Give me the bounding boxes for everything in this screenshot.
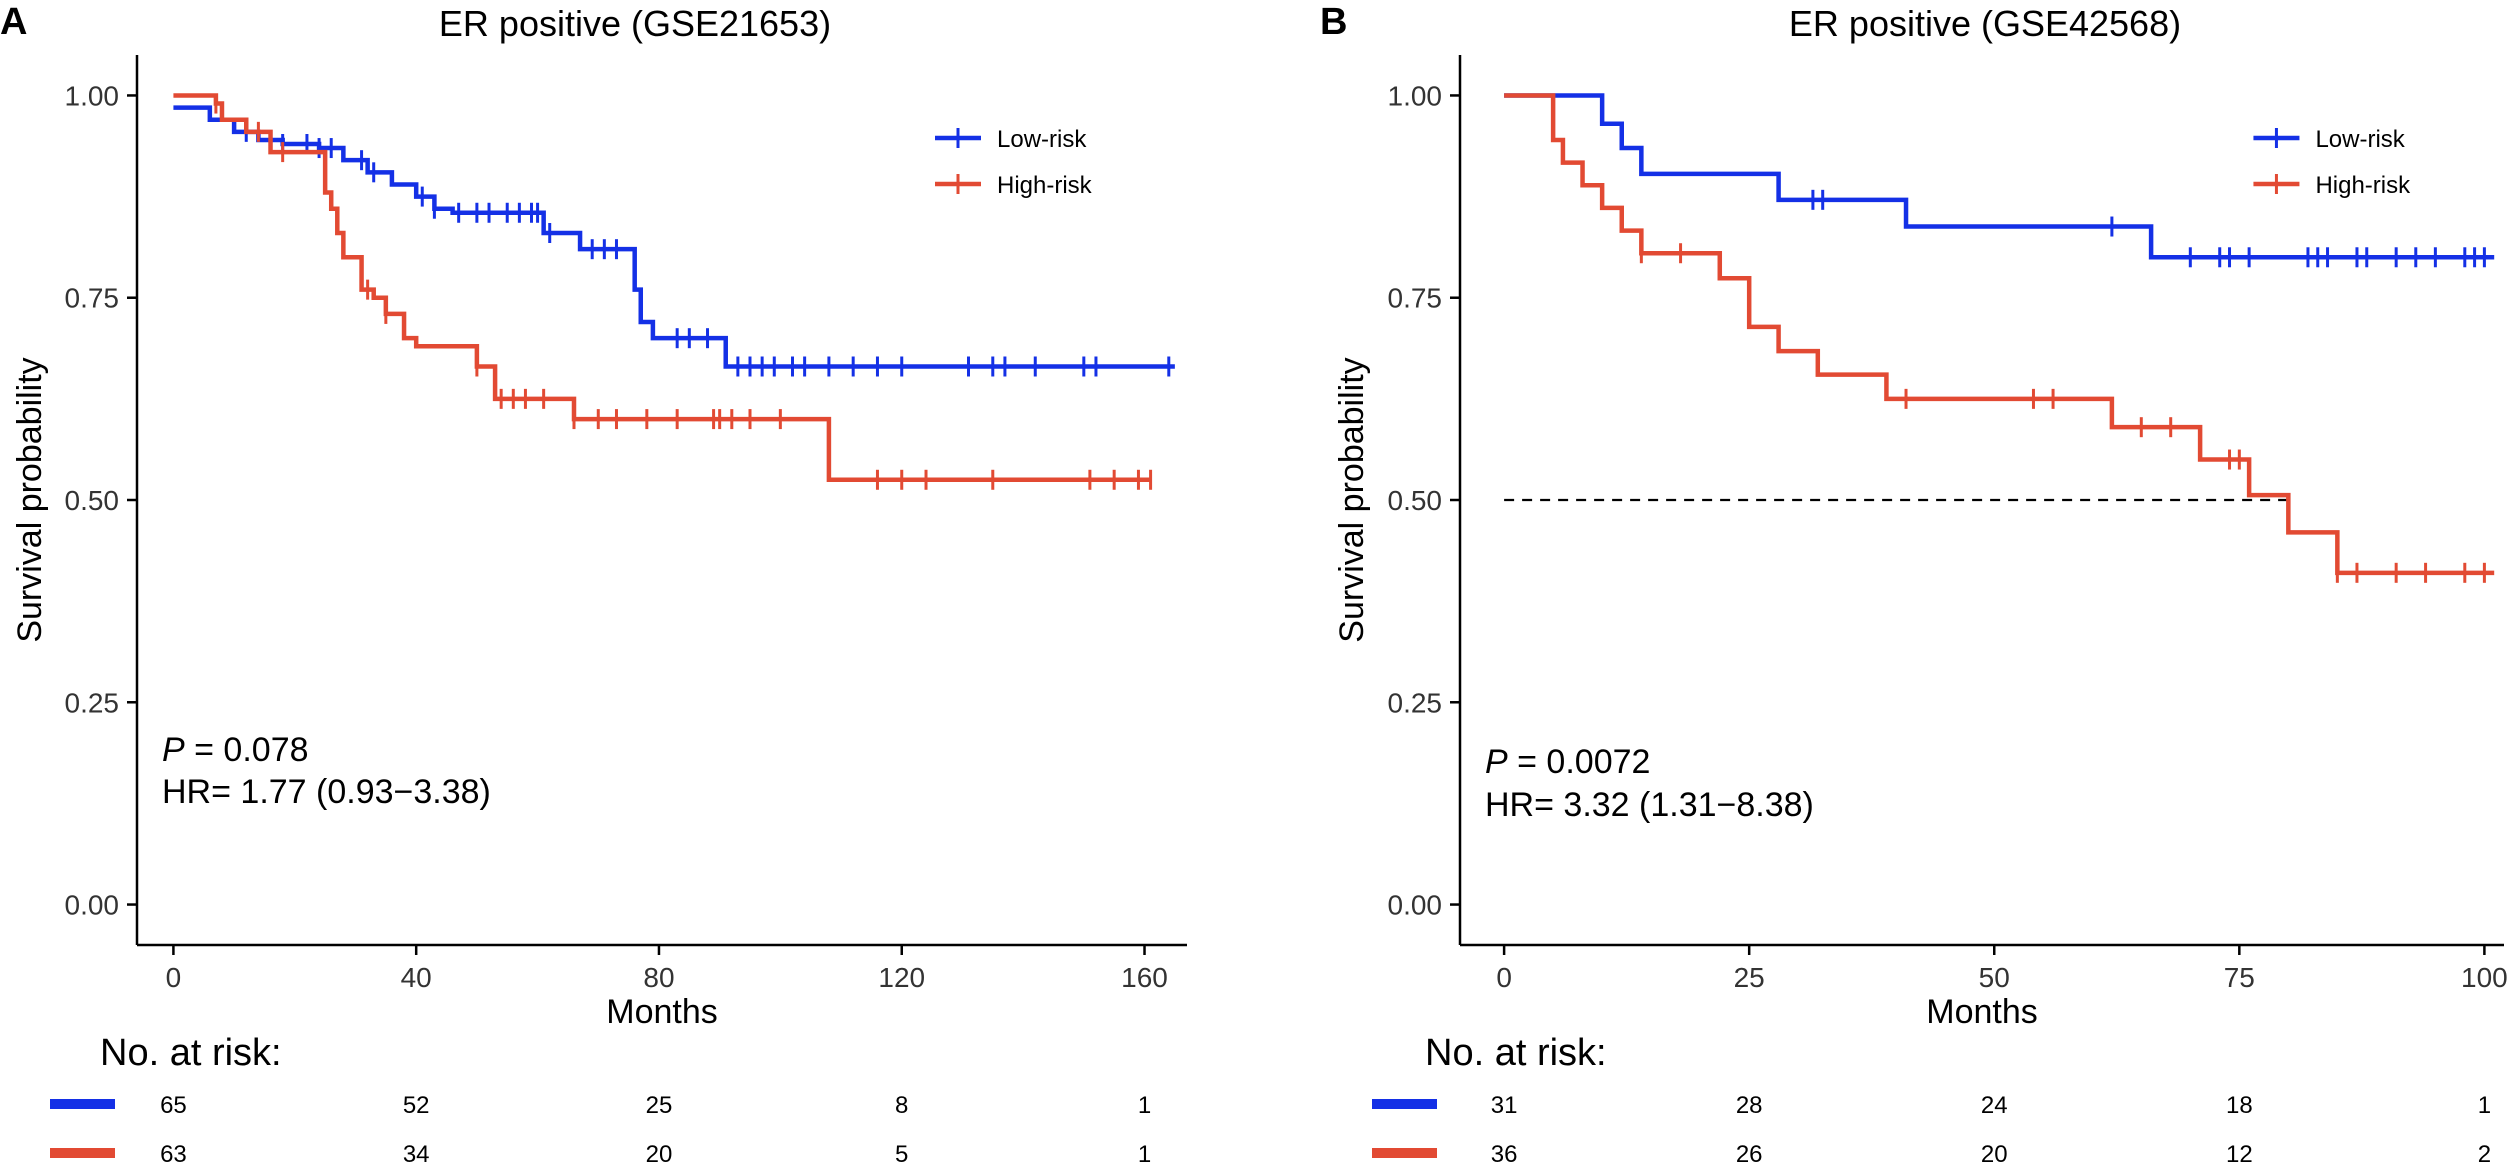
- legend-label: Low-risk: [2315, 126, 2405, 153]
- risk-count: 20: [1981, 1141, 2008, 1167]
- risk-count: 8: [895, 1092, 908, 1119]
- y-tick-label: 0.00: [65, 890, 120, 921]
- risk-count: 34: [403, 1141, 430, 1167]
- low-risk-survival-curve: [1504, 93, 2495, 260]
- risk-count: 1: [2478, 1092, 2491, 1119]
- p-value-annotation: P = 0.078: [162, 731, 309, 769]
- x-tick-label: 160: [1121, 962, 1168, 993]
- legend-label: High-risk: [997, 172, 1093, 199]
- risk-count: 36: [1491, 1141, 1518, 1167]
- y-tick-label: 0.00: [1388, 890, 1443, 921]
- x-tick-label: 25: [1734, 962, 1765, 993]
- y-axis-label: Survival probability: [11, 357, 49, 642]
- risk-count: 2: [2478, 1141, 2491, 1167]
- y-tick-label: 0.75: [1388, 283, 1443, 314]
- risk-count: 18: [2226, 1092, 2253, 1119]
- high-risk-survival-curve: [173, 93, 1151, 483]
- panel-label: A: [0, 1, 27, 43]
- risk-count: 12: [2226, 1141, 2253, 1167]
- risk-count: 26: [1736, 1141, 1763, 1167]
- high-risk-survival-curve: [1504, 93, 2495, 576]
- chart-title: ER positive (GSE21653): [439, 3, 831, 44]
- risk-count: 25: [646, 1092, 673, 1119]
- risk-count: 65: [160, 1092, 187, 1119]
- x-tick-label: 100: [2461, 962, 2508, 993]
- risk-count: 5: [895, 1141, 908, 1167]
- y-tick-label: 0.50: [1388, 485, 1443, 516]
- risk-count: 20: [646, 1141, 673, 1167]
- risk-count: 52: [403, 1092, 430, 1119]
- hazard-ratio-annotation: HR= 1.77 (0.93−3.38): [162, 773, 491, 811]
- x-tick-label: 75: [2224, 962, 2255, 993]
- y-tick-label: 1.00: [65, 80, 120, 111]
- x-tick-label: 120: [878, 962, 925, 993]
- p-value-text: = 0.078: [185, 731, 309, 769]
- y-tick-label: 1.00: [1388, 80, 1443, 111]
- risk-table-title: No. at risk:: [1425, 1032, 1607, 1074]
- chart-title: ER positive (GSE42568): [1789, 3, 2181, 44]
- x-tick-label: 0: [166, 962, 182, 993]
- risk-count: 24: [1981, 1092, 2008, 1119]
- y-tick-label: 0.50: [65, 485, 120, 516]
- y-tick-label: 0.25: [65, 687, 120, 718]
- panel-label: B: [1320, 1, 1347, 43]
- legend-label: Low-risk: [997, 126, 1087, 153]
- x-axis-label: Months: [1926, 993, 2038, 1031]
- panel-b: B ER positive (GSE42568) 0.00 0.25 0.50 0.75 1…: [1320, 1, 2508, 1167]
- risk-table-title: No. at risk:: [100, 1032, 282, 1074]
- y-axis-label: Survival probability: [1333, 357, 1371, 642]
- x-axis-label: Months: [606, 993, 718, 1031]
- risk-count: 1: [1138, 1141, 1151, 1167]
- x-tick-label: 0: [1496, 962, 1512, 993]
- x-tick-label: 80: [643, 962, 674, 993]
- x-tick-label: 40: [401, 962, 432, 993]
- risk-count: 1: [1138, 1092, 1151, 1119]
- y-tick-label: 0.75: [65, 283, 120, 314]
- x-tick-label: 50: [1979, 962, 2010, 993]
- risk-count: 31: [1491, 1092, 1518, 1119]
- risk-count: 28: [1736, 1092, 1763, 1119]
- p-symbol: P: [162, 731, 185, 769]
- y-tick-label: 0.25: [1388, 687, 1443, 718]
- hazard-ratio-annotation: HR= 3.32 (1.31−8.38): [1485, 786, 1814, 824]
- p-value-annotation: P = 0.0072: [1485, 743, 1650, 781]
- risk-count: 63: [160, 1141, 187, 1167]
- legend-label: High-risk: [2315, 172, 2411, 199]
- p-symbol: P: [1485, 743, 1508, 781]
- panel-a: A ER positive (GSE21653) 0.00 0.25 0.50 0.75 1…: [0, 1, 1187, 1167]
- p-value-text: = 0.0072: [1508, 743, 1651, 781]
